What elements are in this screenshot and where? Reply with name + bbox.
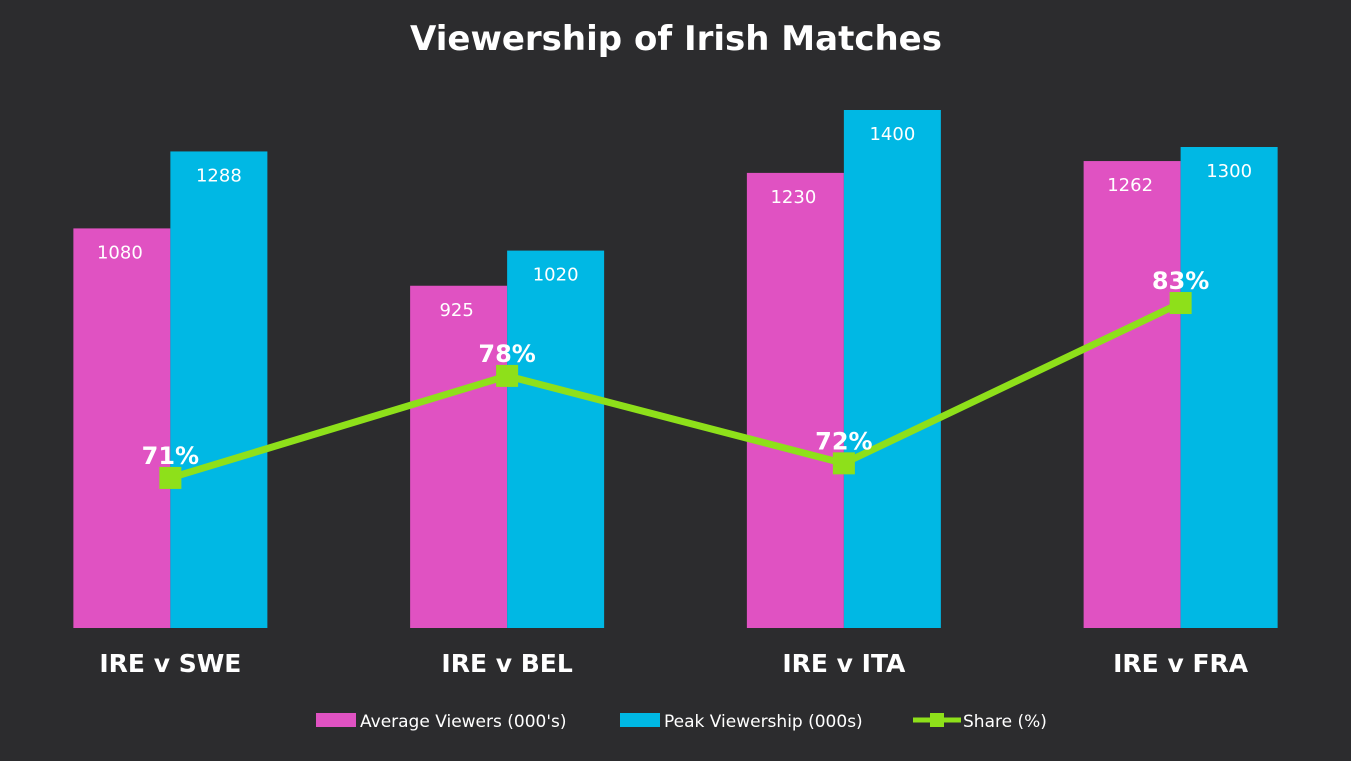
legend: Average Viewers (000's) Peak Viewership (…	[316, 712, 1047, 732]
category-axis: IRE v SWE IRE v BEL IRE v ITA IRE v FRA	[99, 649, 1248, 678]
chart-title: Viewership of Irish Matches	[410, 19, 942, 59]
share-marker-1	[496, 364, 519, 387]
share-marker-0	[159, 466, 182, 489]
bar-average-3	[1083, 161, 1181, 628]
bar-peak-0	[170, 151, 268, 628]
bar-peak-1	[507, 250, 605, 628]
bar-label-average-0: 1080	[97, 242, 143, 263]
category-label-0: IRE v SWE	[99, 649, 241, 678]
bar-average-0	[73, 228, 171, 628]
legend-swatch-1	[620, 713, 660, 727]
bar-label-peak-2: 1400	[869, 124, 915, 145]
bar-average-1	[410, 285, 508, 628]
bar-label-peak-1: 1020	[533, 265, 579, 286]
share-marker-3	[1169, 292, 1192, 315]
bar-average-2	[746, 172, 844, 628]
bar-label-peak-0: 1288	[196, 165, 242, 186]
share-marker-2	[832, 452, 855, 475]
share-label-2: 72%	[815, 427, 872, 455]
share-label-0: 71%	[142, 442, 199, 470]
bar-peak-2	[843, 110, 941, 628]
category-label-3: IRE v FRA	[1113, 649, 1249, 678]
bar-label-average-3: 1262	[1107, 175, 1153, 196]
share-line	[169, 299, 1183, 482]
bar-label-average-1: 925	[439, 300, 473, 321]
bar-peak-3	[1180, 147, 1278, 628]
bar-label-peak-3: 1300	[1206, 161, 1252, 182]
share-label-1: 78%	[478, 340, 535, 368]
bars-layer	[73, 110, 1278, 628]
legend-marker-2	[930, 713, 944, 727]
bar-label-average-2: 1230	[770, 187, 816, 208]
legend-label-1: Peak Viewership (000s)	[664, 712, 863, 732]
share-line-layer: 71% 78% 72% 83%	[142, 267, 1209, 489]
legend-swatch-0	[316, 713, 356, 727]
bar-labels-layer: 1080 925 1230 1262 1288 1020 1400 1300	[97, 124, 1252, 321]
legend-item-0: Average Viewers (000's)	[316, 712, 567, 732]
legend-label-0: Average Viewers (000's)	[360, 712, 567, 732]
legend-item-1: Peak Viewership (000s)	[620, 712, 863, 732]
share-label-3: 83%	[1152, 267, 1209, 295]
category-label-1: IRE v BEL	[441, 649, 572, 678]
category-label-2: IRE v ITA	[782, 649, 906, 678]
legend-item-2: Share (%)	[913, 712, 1047, 732]
legend-label-2: Share (%)	[963, 712, 1047, 732]
